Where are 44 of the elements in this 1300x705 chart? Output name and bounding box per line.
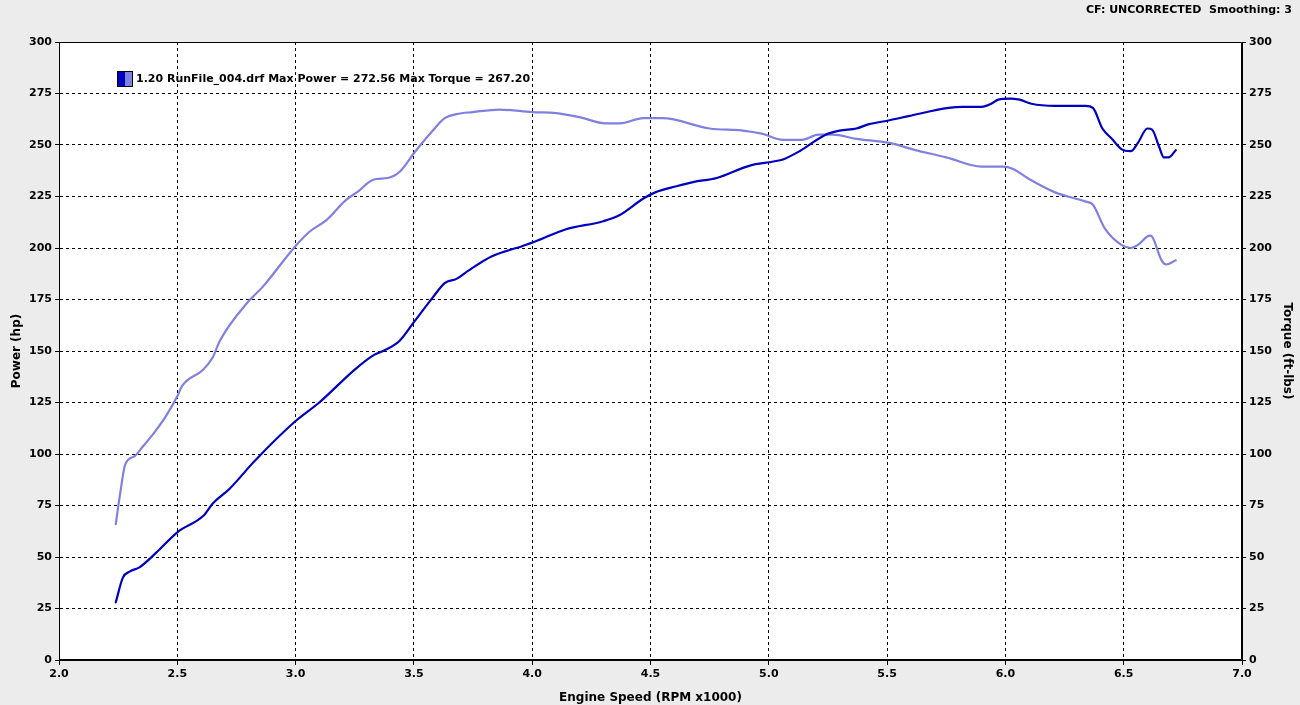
y2-tick-label: 75	[1249, 498, 1265, 512]
y-tick-label: 175	[29, 292, 52, 306]
y2-tick-label: 125	[1249, 395, 1272, 409]
x-tick-label: 5.0	[759, 667, 779, 681]
y-tick-label: 125	[29, 395, 52, 409]
x-tick-label: 2.0	[49, 667, 70, 681]
y-tick-label: 50	[36, 549, 53, 563]
y-tick-label: 250	[29, 137, 53, 151]
x-tick-label: 5.5	[877, 667, 897, 681]
y-tick-label: 225	[29, 189, 52, 203]
x-tick-label: 2.5	[167, 667, 188, 681]
line-series	[114, 97, 1177, 604]
y2-tick-label: 250	[1249, 137, 1273, 151]
x-tick-label: 4.0	[522, 667, 543, 681]
x-axis-title: Engine Speed (RPM x1000)	[559, 689, 742, 704]
annotation: 1.20 RunFile_004.drf Max Power = 272.56 Max Torque = 267.20	[136, 71, 531, 85]
y-tick-label: 275	[29, 86, 52, 100]
y-tick-label: 300	[29, 34, 53, 48]
x-tick-label: 7.0	[1232, 667, 1253, 681]
x-tick-label: 4.5	[640, 667, 661, 681]
y2-tick-label: 100	[1249, 446, 1273, 460]
text: CF: UNCORRECTED Smoothing: 3	[1085, 2, 1292, 16]
y2-tick-label: 300	[1249, 34, 1273, 48]
y-tick-label: 100	[29, 446, 53, 460]
y-axis-title: Power (hp)	[9, 313, 24, 389]
y2-tick-label: 25	[1249, 601, 1265, 615]
y2-tick-label: 175	[1249, 292, 1272, 306]
x-tick-label: 3.5	[404, 667, 424, 681]
y2-axis-title: Torque (ft-lbs)	[1280, 302, 1295, 400]
y2-tick-label: 0	[1249, 652, 1257, 666]
y2-tick-label: 225	[1249, 189, 1272, 203]
x-tick-label: 3.0	[285, 667, 306, 681]
x-tick-label: 6.5	[1113, 667, 1134, 681]
y-tick-label: 200	[29, 240, 53, 254]
y-tick-label: 25	[36, 601, 52, 615]
y2-tick-label: 275	[1249, 86, 1272, 100]
y2-tick-label: 50	[1249, 549, 1265, 563]
x-tick-label: 6.0	[995, 667, 1016, 681]
y-tick-label: 0	[44, 652, 53, 666]
y-tick-label: 150	[29, 343, 53, 357]
line-series	[114, 108, 1177, 526]
y2-tick-label: 150	[1249, 343, 1273, 357]
y2-tick-label: 200	[1249, 240, 1273, 254]
y-tick-label: 75	[36, 498, 52, 512]
